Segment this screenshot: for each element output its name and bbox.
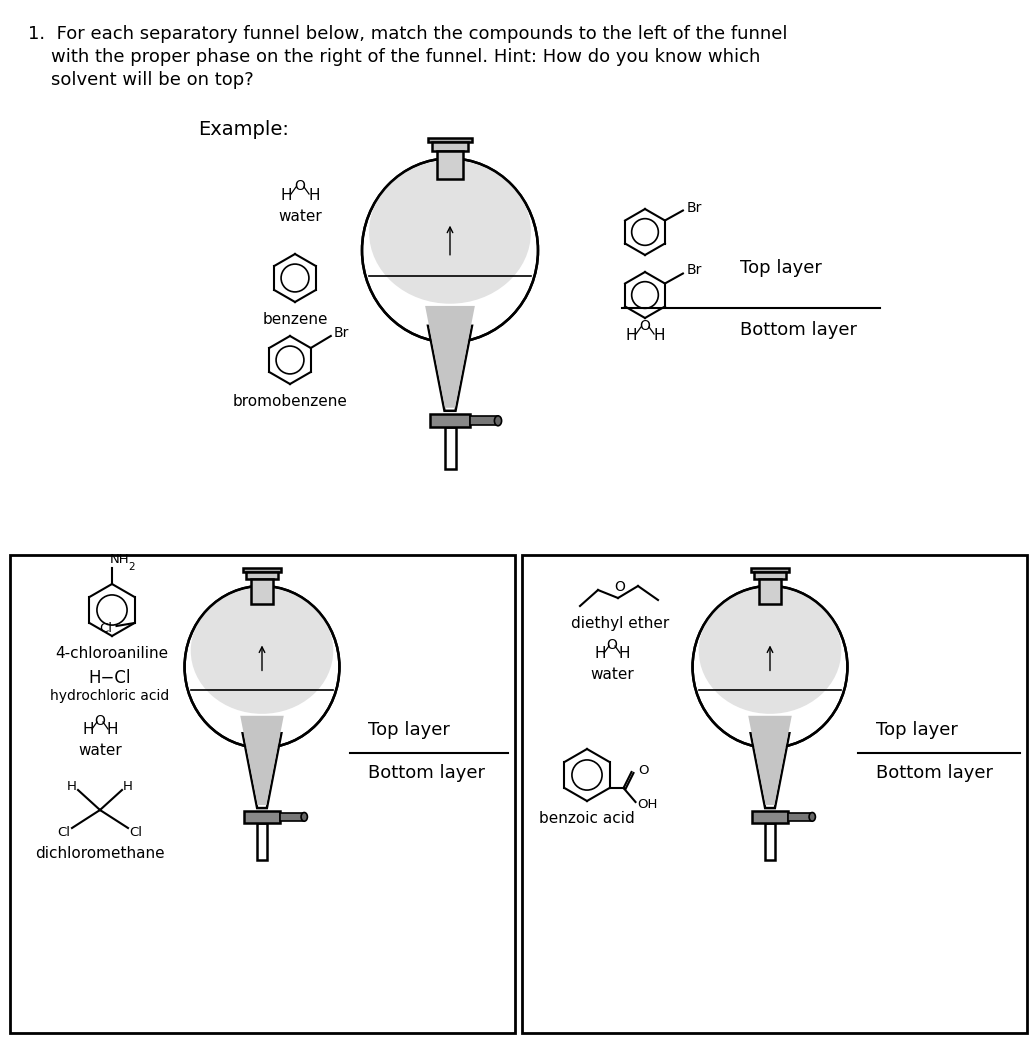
Text: H: H	[83, 722, 94, 737]
Text: Bottom layer: Bottom layer	[740, 321, 857, 339]
Text: O: O	[639, 763, 649, 777]
Text: O: O	[94, 714, 105, 728]
Text: O: O	[607, 638, 617, 652]
Text: O: O	[614, 580, 626, 594]
Bar	[250, 579, 273, 603]
Text: dichloromethane: dichloromethane	[35, 846, 164, 861]
Text: OH: OH	[638, 798, 658, 810]
Bar	[257, 823, 267, 859]
Bar	[759, 579, 782, 603]
Text: H: H	[618, 646, 630, 662]
Bar	[765, 823, 774, 859]
Text: H: H	[107, 722, 118, 737]
Ellipse shape	[369, 160, 531, 304]
Text: Br: Br	[334, 326, 349, 340]
Polygon shape	[243, 733, 281, 808]
Bar	[244, 811, 279, 823]
Polygon shape	[425, 306, 475, 408]
Bar	[437, 150, 463, 179]
Ellipse shape	[184, 586, 339, 748]
Ellipse shape	[494, 416, 501, 426]
Text: 2: 2	[128, 562, 134, 572]
Text: water: water	[79, 743, 122, 758]
Polygon shape	[749, 716, 792, 805]
Text: 1.  For each separatory funnel below, match the compounds to the left of the fun: 1. For each separatory funnel below, mat…	[28, 25, 788, 43]
Text: O: O	[640, 319, 650, 333]
Bar	[246, 572, 278, 579]
Text: 4-chloroaniline: 4-chloroaniline	[56, 646, 169, 661]
Bar	[470, 417, 498, 425]
Bar	[754, 572, 786, 579]
Bar	[432, 142, 468, 150]
Bar	[430, 414, 470, 427]
Bar	[243, 568, 281, 572]
Ellipse shape	[809, 812, 816, 822]
Text: Cl: Cl	[99, 621, 113, 635]
Text: Top layer: Top layer	[740, 259, 822, 277]
Bar	[522, 555, 1027, 1033]
Text: water: water	[278, 209, 322, 224]
Text: Cl: Cl	[58, 826, 70, 838]
Text: Bottom layer: Bottom layer	[368, 764, 485, 782]
Text: Top layer: Top layer	[876, 721, 957, 739]
Bar	[753, 811, 788, 823]
Ellipse shape	[362, 159, 538, 342]
Bar	[751, 568, 789, 572]
Ellipse shape	[699, 588, 842, 714]
Polygon shape	[240, 716, 283, 805]
Text: hydrochloric acid: hydrochloric acid	[51, 689, 170, 703]
Text: solvent will be on top?: solvent will be on top?	[28, 71, 253, 89]
Bar	[788, 813, 813, 821]
Ellipse shape	[301, 812, 307, 822]
Bar	[428, 138, 472, 142]
Text: H: H	[308, 188, 320, 203]
Text: Br: Br	[687, 263, 702, 278]
Text: benzoic acid: benzoic acid	[539, 811, 635, 826]
Ellipse shape	[693, 586, 848, 748]
Bar	[10, 555, 515, 1033]
Text: H: H	[595, 646, 606, 662]
Text: Example:: Example:	[197, 120, 288, 139]
Ellipse shape	[190, 588, 333, 714]
Text: Br: Br	[687, 200, 702, 214]
Text: H: H	[653, 328, 665, 342]
Text: NH: NH	[110, 553, 129, 566]
Text: Top layer: Top layer	[368, 721, 450, 739]
Polygon shape	[428, 326, 472, 410]
Text: with the proper phase on the right of the funnel. Hint: How do you know which: with the proper phase on the right of th…	[28, 48, 760, 66]
Text: H−Cl: H−Cl	[89, 669, 131, 687]
Polygon shape	[751, 733, 789, 808]
Text: H: H	[67, 780, 77, 792]
Text: H: H	[280, 188, 292, 203]
Text: benzene: benzene	[263, 312, 328, 327]
Text: water: water	[590, 667, 634, 682]
Text: Bottom layer: Bottom layer	[876, 764, 993, 782]
Text: O: O	[295, 179, 305, 193]
Bar	[279, 813, 304, 821]
Bar	[445, 427, 456, 470]
Text: H: H	[123, 780, 133, 792]
Text: diethyl ether: diethyl ether	[571, 616, 669, 631]
Text: Cl: Cl	[129, 826, 143, 838]
Text: bromobenzene: bromobenzene	[233, 394, 347, 409]
Text: H: H	[626, 328, 637, 342]
